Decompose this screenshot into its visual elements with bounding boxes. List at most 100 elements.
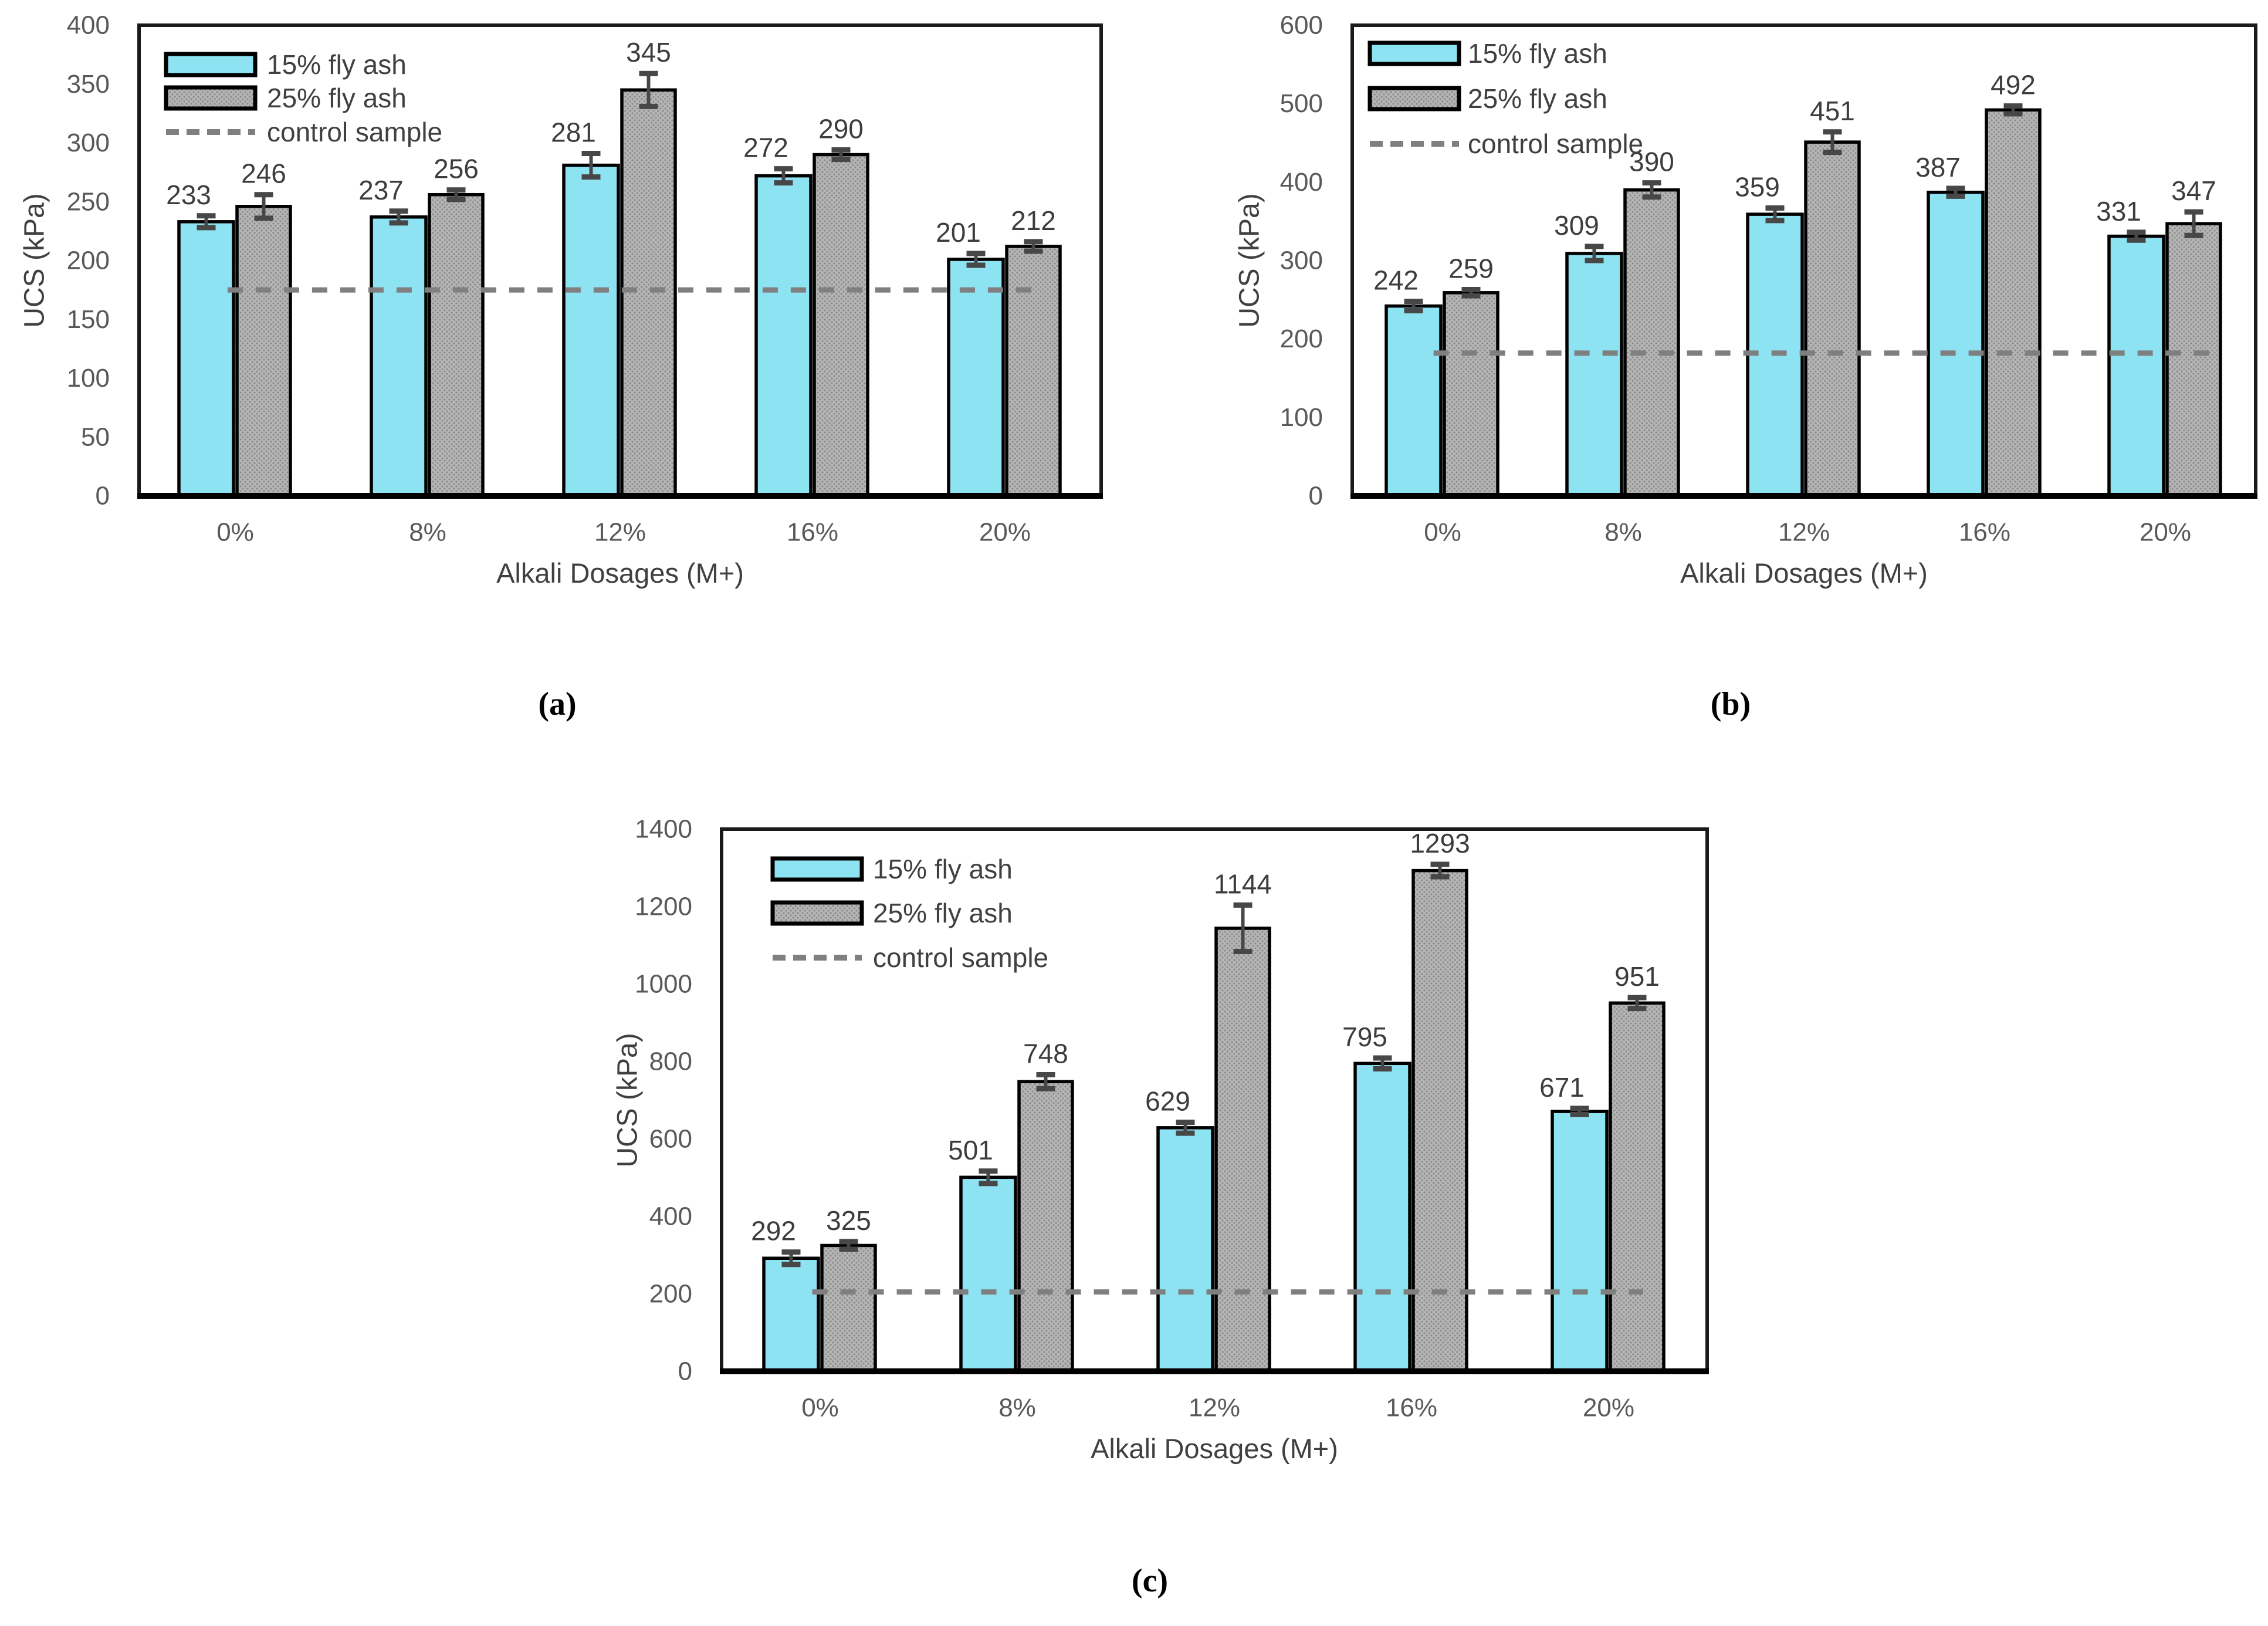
- x-tick-label: 12%: [594, 518, 646, 547]
- bar-25pct-12%: [1804, 140, 1861, 498]
- y-tick-label: 300: [1280, 246, 1323, 275]
- x-tick-label: 12%: [1778, 518, 1830, 547]
- y-tick-label: 350: [67, 70, 110, 99]
- error-bar: [839, 1239, 858, 1252]
- bar-value-label: 795: [1342, 1022, 1387, 1052]
- legend-swatch-15pct: [1367, 40, 1461, 66]
- bar-value-label: 390: [1629, 147, 1674, 177]
- y-tick-label: 400: [1280, 168, 1323, 197]
- bar-value-label: 387: [1915, 152, 1961, 182]
- bar-15pct-0%: [177, 220, 235, 498]
- bar-15pct-8%: [370, 215, 428, 498]
- bar-value-label: 281: [551, 117, 596, 148]
- x-tick-label: 20%: [979, 518, 1031, 547]
- bar-value-label: 290: [818, 114, 864, 144]
- y-tick-label: 0: [96, 482, 110, 511]
- error-bar: [1176, 1120, 1195, 1136]
- error-bar: [639, 70, 658, 109]
- y-axis-title: UCS (kPa): [616, 1033, 644, 1167]
- legend: 15% fly ash 25% fly ash control sample: [770, 854, 1048, 973]
- error-bar: [2127, 229, 2146, 243]
- y-tick-label: 200: [67, 246, 110, 275]
- error-bar: [781, 1249, 801, 1267]
- y-tick-label: 300: [67, 129, 110, 157]
- bar-chart-c-svg: 0 200 400 600 800 1000 1200 1400 UCS (kPa) 0% 292 3…: [616, 816, 1709, 1464]
- x-tick-label: 8%: [409, 518, 446, 547]
- x-tick-label: 16%: [1959, 518, 2010, 547]
- bar-chart-b-svg: 0 100 200 300 400 500 600 UCS (kPa) 0% 242 259 8% 30…: [1234, 11, 2257, 589]
- bar-value-label: 325: [826, 1205, 871, 1236]
- caption-c: (c): [1131, 1563, 1169, 1599]
- bar-15pct-8%: [1565, 252, 1623, 498]
- caption-a: (a): [538, 686, 577, 722]
- y-tick-label: 1400: [635, 816, 692, 844]
- error-bar: [1404, 299, 1423, 314]
- bar-25pct-16%: [1411, 868, 1468, 1373]
- legend-swatch-15pct: [770, 856, 864, 882]
- error-bar: [1024, 239, 1043, 254]
- error-bar: [197, 213, 216, 231]
- error-bar: [254, 192, 273, 221]
- bar-25pct-8%: [428, 192, 485, 498]
- bar-25pct-20%: [1609, 1001, 1666, 1373]
- legend-swatch-25pct: [164, 85, 258, 111]
- bar-value-label: 1293: [1410, 828, 1470, 858]
- bar-value-label: 748: [1023, 1038, 1068, 1069]
- bar-value-label: 246: [241, 158, 286, 189]
- bar-25pct-16%: [1985, 108, 2042, 498]
- bar-25pct-8%: [1017, 1080, 1074, 1373]
- caption-b: (b): [1710, 686, 1751, 722]
- plot-frame: [137, 23, 1103, 498]
- bar-15pct-0%: [762, 1256, 820, 1373]
- y-axis-title: UCS (kPa): [1234, 193, 1265, 327]
- bar-value-label: 671: [1539, 1072, 1585, 1103]
- bar-value-label: 951: [1614, 961, 1660, 992]
- y-tick-label: 1200: [635, 893, 692, 921]
- bar-15pct-0%: [1385, 304, 1443, 498]
- bar-value-label: 259: [1448, 253, 1494, 283]
- bar-15pct-12%: [562, 163, 620, 498]
- error-bar: [1642, 180, 1661, 200]
- bar-value-label: 1144: [1214, 868, 1272, 899]
- bar-chart-a-svg: 0 50 100 150 200 250 300 350 400 UCS (kPa) 0% 233 24…: [19, 11, 1103, 589]
- x-tick-label: 8%: [998, 1394, 1036, 1422]
- bar-value-label: 345: [626, 37, 671, 67]
- x-tick-label: 20%: [1583, 1394, 1634, 1422]
- bar-25pct-20%: [1005, 245, 1062, 498]
- bar-value-label: 309: [1554, 210, 1599, 241]
- y-tick-label: 100: [67, 364, 110, 393]
- x-tick-label: 0%: [1424, 518, 1461, 547]
- error-bar: [1430, 861, 1450, 880]
- x-tick-label: 0%: [801, 1394, 839, 1422]
- chart-a: 0 50 100 150 200 250 300 350 400 UCS (kPa) 0% 233 24…: [12, 9, 1126, 663]
- bar-value-label: 201: [936, 217, 981, 248]
- error-bar: [1946, 185, 1965, 199]
- bar-15pct-20%: [1551, 1110, 1609, 1373]
- bar-value-label: 237: [358, 175, 404, 205]
- bar-25pct-0%: [1443, 291, 1499, 498]
- bar-25pct-8%: [1623, 188, 1680, 498]
- bar-value-label: 347: [2171, 175, 2216, 206]
- x-tick-label: 12%: [1189, 1394, 1240, 1422]
- error-bar: [446, 187, 466, 202]
- legend: 15% fly ash 25% fly ash control sample: [1367, 38, 1643, 159]
- legend-label-control: control sample: [873, 942, 1048, 973]
- error-bar: [1765, 205, 1785, 224]
- x-axis-title: Alkali Dosages (M+): [496, 557, 744, 589]
- error-bar: [581, 151, 601, 180]
- x-axis-title: Alkali Dosages (M+): [1680, 557, 1928, 589]
- plot-frame: [1350, 23, 2257, 498]
- legend-label-25pct: 25% fly ash: [267, 83, 407, 113]
- legend-label-15pct: 15% fly ash: [1468, 38, 1607, 69]
- y-tick-label: 600: [1280, 11, 1323, 40]
- x-tick-label: 20%: [2140, 518, 2191, 547]
- error-bar: [1233, 902, 1253, 955]
- error-bar: [1036, 1071, 1055, 1091]
- y-tick-label: 100: [1280, 403, 1323, 432]
- error-bar: [2184, 209, 2203, 238]
- y-tick-label: 0: [678, 1357, 692, 1386]
- y-tick-label: 400: [67, 11, 110, 40]
- error-bar: [774, 166, 793, 186]
- bar-15pct-12%: [1156, 1126, 1214, 1373]
- bar-value-label: 359: [1735, 171, 1780, 202]
